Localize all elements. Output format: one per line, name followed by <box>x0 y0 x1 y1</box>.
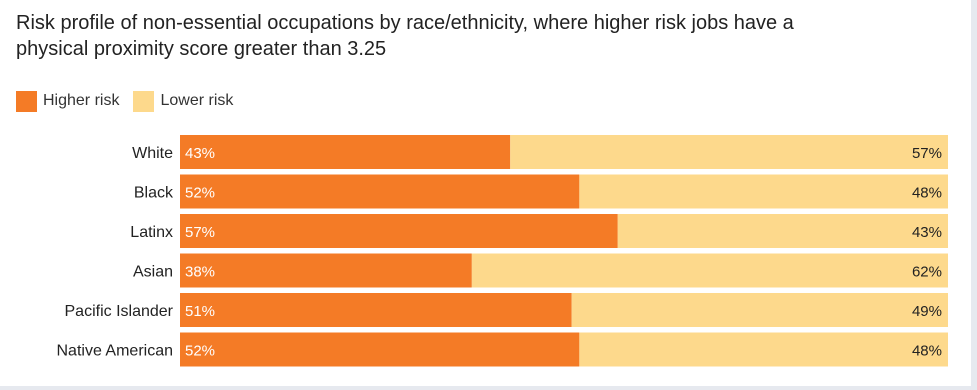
data-label-lower-risk-native-american: 48% <box>912 343 942 360</box>
bar-lower-risk-white <box>510 135 948 169</box>
bar-lower-risk-pacific-islander <box>571 293 948 327</box>
data-label-lower-risk-pacific-islander: 49% <box>912 303 942 320</box>
data-label-lower-risk-black: 48% <box>912 185 942 202</box>
legend-item-higher-risk: Higher risk <box>16 90 120 112</box>
legend-swatch-lower-risk <box>133 90 155 112</box>
bar-higher-risk-asian <box>180 253 472 288</box>
data-label-lower-risk-asian: 62% <box>912 264 942 281</box>
chart-title: Risk profile of non-essential occupation… <box>16 10 956 62</box>
category-label-pacific-islander: Pacific Islander <box>65 303 174 320</box>
data-label-higher-risk-black: 52% <box>185 185 215 202</box>
category-label-latinx: Latinx <box>130 224 173 241</box>
data-label-higher-risk-latinx: 57% <box>185 224 215 241</box>
legend-label-higher-risk: Higher risk <box>43 92 120 109</box>
legend-item-lower-risk: Lower risk <box>133 90 234 112</box>
bar-lower-risk-asian <box>471 253 948 288</box>
data-label-higher-risk-asian: 38% <box>185 264 215 281</box>
category-label-black: Black <box>134 185 174 202</box>
bar-higher-risk-white <box>180 135 511 169</box>
legend-swatch-higher-risk <box>16 90 37 112</box>
bar-higher-risk-black <box>180 174 580 209</box>
category-label-asian: Asian <box>133 264 173 281</box>
data-label-higher-risk-native-american: 52% <box>185 343 215 360</box>
chart-legend: Higher risk Lower risk <box>16 90 247 112</box>
chart-title-line-1: Risk profile of non-essential occupation… <box>16 12 794 34</box>
bar-higher-risk-latinx <box>180 214 618 248</box>
data-label-lower-risk-white: 57% <box>912 145 942 162</box>
bar-lower-risk-latinx <box>617 214 948 248</box>
bar-lower-risk-native-american <box>579 332 948 367</box>
bar-higher-risk-pacific-islander <box>180 293 572 327</box>
legend-label-lower-risk: Lower risk <box>160 92 234 109</box>
data-label-higher-risk-white: 43% <box>185 145 215 162</box>
category-label-white: White <box>132 145 173 162</box>
category-label-native-american: Native American <box>57 343 174 360</box>
chart-title-line-2: physical proximity score greater than 3.… <box>16 38 387 60</box>
data-label-lower-risk-latinx: 43% <box>912 224 942 241</box>
data-label-higher-risk-pacific-islander: 51% <box>185 303 215 320</box>
bar-lower-risk-black <box>579 174 948 209</box>
bar-higher-risk-native-american <box>180 332 580 367</box>
